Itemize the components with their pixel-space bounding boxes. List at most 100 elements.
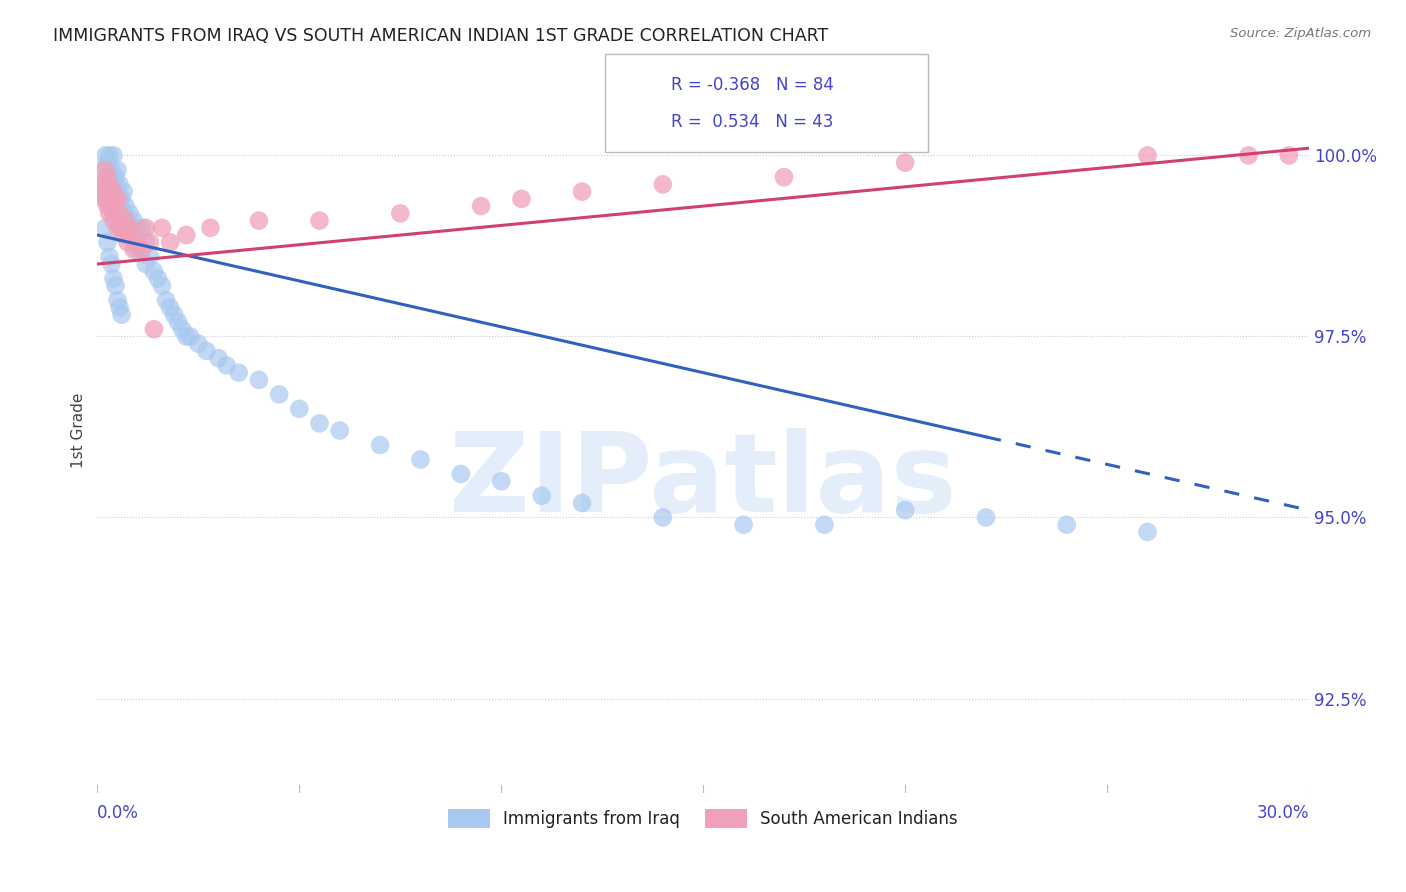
Point [571,496,593,510]
Point [813,517,835,532]
Point [110,220,132,235]
Point [135,220,157,235]
Point [530,489,553,503]
Point [187,336,209,351]
Point [127,220,149,235]
Point [104,199,127,213]
Point [127,235,149,250]
Point [112,185,135,199]
Point [94,162,117,177]
Point [93,178,115,192]
Point [98,250,121,264]
Point [121,228,143,243]
Point [167,315,190,329]
Point [131,220,153,235]
Point [159,235,181,250]
Point [103,213,125,227]
Point [122,243,145,257]
Point [104,278,127,293]
Point [96,155,118,169]
Point [103,185,125,199]
Point [1136,524,1159,539]
Text: 30.0%: 30.0% [1257,804,1309,822]
Point [974,510,997,524]
Y-axis label: 1st Grade: 1st Grade [72,392,86,468]
Point [98,148,121,162]
Point [139,235,162,250]
Point [108,301,131,315]
Point [103,206,125,220]
Point [1056,517,1078,532]
Point [117,235,139,250]
Point [150,220,173,235]
Point [1278,148,1301,162]
Point [96,235,118,250]
Point [93,185,115,199]
Point [107,162,129,177]
Point [98,206,121,220]
Point [94,148,117,162]
Legend: Immigrants from Iraq, South American Indians: Immigrants from Iraq, South American Ind… [441,803,965,835]
Point [174,228,197,243]
Text: IMMIGRANTS FROM IRAQ VS SOUTH AMERICAN INDIAN 1ST GRADE CORRELATION CHART: IMMIGRANTS FROM IRAQ VS SOUTH AMERICAN I… [53,27,828,45]
Point [733,517,755,532]
Text: R = -0.368   N = 84: R = -0.368 N = 84 [671,76,834,94]
Point [114,220,136,235]
Point [96,170,118,185]
Point [142,322,165,336]
Text: 0.0%: 0.0% [97,804,139,822]
Point [110,220,132,235]
Point [98,199,121,213]
Point [894,503,917,517]
Point [773,170,796,185]
Point [450,467,472,481]
Point [118,228,141,243]
Point [172,322,194,336]
Point [163,308,186,322]
Point [103,178,125,192]
Point [100,185,122,199]
Point [368,438,391,452]
Point [107,220,129,235]
Text: R =  0.534   N = 43: R = 0.534 N = 43 [671,113,832,131]
Text: ZIPatlas: ZIPatlas [450,428,957,535]
Point [94,185,117,199]
Point [103,271,125,285]
Point [107,213,129,227]
Point [1136,148,1159,162]
Point [112,228,135,243]
Point [409,452,432,467]
Point [125,228,148,243]
Point [269,387,291,401]
Point [93,192,115,206]
Point [174,329,197,343]
Point [131,243,153,257]
Point [104,170,127,185]
Point [1237,148,1260,162]
Point [100,162,122,177]
Point [308,213,330,227]
Point [139,250,162,264]
Point [228,366,250,380]
Point [100,257,122,271]
Point [107,192,129,206]
Point [288,401,311,416]
Point [112,206,135,220]
Point [142,264,165,278]
Point [207,351,229,366]
Point [308,417,330,431]
Point [118,220,141,235]
Point [135,235,157,250]
Point [389,206,412,220]
Point [155,293,177,308]
Point [94,192,117,206]
Point [146,271,169,285]
Point [98,170,121,185]
Point [651,510,673,524]
Point [195,343,218,358]
Point [108,178,131,192]
Point [571,185,593,199]
Point [110,308,132,322]
Bar [630,116,658,137]
Point [114,213,136,227]
